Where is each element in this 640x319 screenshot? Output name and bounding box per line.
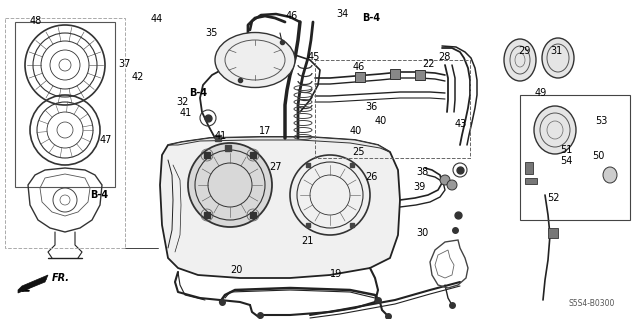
Text: B-4: B-4 <box>189 87 207 98</box>
Bar <box>15 22 115 187</box>
Text: 50: 50 <box>592 151 605 161</box>
Text: 38: 38 <box>416 167 429 177</box>
Text: 26: 26 <box>365 172 378 182</box>
Bar <box>520 95 630 220</box>
Text: 43: 43 <box>454 119 467 130</box>
Polygon shape <box>168 137 390 152</box>
Bar <box>315 60 470 158</box>
Ellipse shape <box>542 38 574 78</box>
Bar <box>548 228 558 238</box>
Text: 35: 35 <box>205 28 218 39</box>
Ellipse shape <box>603 167 617 183</box>
Text: 53: 53 <box>595 116 608 126</box>
Text: 21: 21 <box>301 236 314 246</box>
Text: 31: 31 <box>550 46 563 56</box>
Circle shape <box>440 175 450 185</box>
Text: FR.: FR. <box>52 273 70 283</box>
Text: 28: 28 <box>438 52 451 63</box>
Text: 54: 54 <box>560 156 573 166</box>
Text: 30: 30 <box>416 228 429 238</box>
Text: 29: 29 <box>518 46 531 56</box>
Bar <box>355 72 365 82</box>
Text: 41: 41 <box>214 130 227 141</box>
Text: 40: 40 <box>374 116 387 126</box>
Text: 39: 39 <box>413 182 426 192</box>
Text: 27: 27 <box>269 162 282 173</box>
Text: 40: 40 <box>349 126 362 136</box>
Text: 19: 19 <box>330 269 342 279</box>
Text: S5S4-B0300: S5S4-B0300 <box>568 299 615 308</box>
Circle shape <box>188 143 272 227</box>
Text: 48: 48 <box>29 16 42 26</box>
Polygon shape <box>160 137 400 278</box>
Bar <box>525 178 537 184</box>
Text: B-4: B-4 <box>90 189 108 200</box>
Text: 46: 46 <box>352 62 365 72</box>
Text: 34: 34 <box>336 9 349 19</box>
Text: 22: 22 <box>422 59 435 69</box>
Text: 36: 36 <box>365 102 378 112</box>
Bar <box>525 162 533 174</box>
Bar <box>390 69 400 79</box>
Text: B-4: B-4 <box>362 12 380 23</box>
Text: 37: 37 <box>118 59 131 69</box>
Text: 20: 20 <box>230 264 243 275</box>
Text: 32: 32 <box>176 97 189 107</box>
Text: 46: 46 <box>285 11 298 21</box>
Text: 44: 44 <box>150 14 163 24</box>
Text: 17: 17 <box>259 126 272 136</box>
Text: 41: 41 <box>179 108 192 118</box>
Text: 51: 51 <box>560 145 573 155</box>
Ellipse shape <box>534 106 576 154</box>
Text: 47: 47 <box>99 135 112 145</box>
Text: 42: 42 <box>131 71 144 82</box>
Text: 49: 49 <box>534 87 547 98</box>
Bar <box>415 70 425 80</box>
Text: 25: 25 <box>352 146 365 157</box>
Polygon shape <box>18 275 48 293</box>
Text: 52: 52 <box>547 193 560 203</box>
Ellipse shape <box>215 33 295 87</box>
Ellipse shape <box>504 39 536 81</box>
Bar <box>5 18 125 248</box>
Circle shape <box>447 180 457 190</box>
Text: 45: 45 <box>307 52 320 63</box>
